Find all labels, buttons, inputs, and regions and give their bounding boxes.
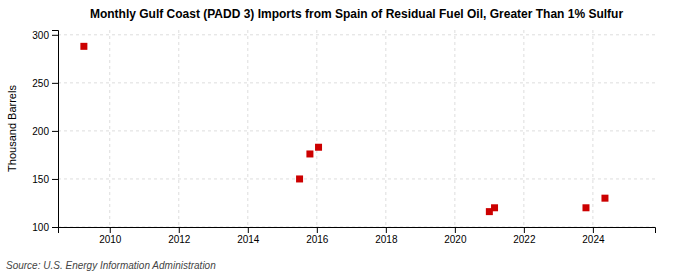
tick-label: 2010 — [99, 234, 122, 245]
grid-line — [178, 30, 179, 227]
source: Source: U.S. Energy Information Administ… — [6, 260, 216, 271]
tick: 300 — [32, 30, 58, 41]
tick-label: 2024 — [582, 234, 605, 245]
title: Monthly Gulf Coast (PADD 3) Imports from… — [90, 7, 623, 21]
grid-line — [109, 30, 110, 227]
grid-line — [58, 178, 655, 179]
tick-label: 2016 — [306, 234, 329, 245]
tick: 2020 — [444, 227, 467, 245]
tick-mark — [386, 227, 387, 233]
tick-mark — [52, 83, 58, 84]
point — [80, 43, 87, 50]
tick-mark — [524, 227, 525, 233]
tick: 150 — [32, 174, 58, 185]
tick-mark — [52, 131, 58, 132]
tick: 2014 — [237, 227, 260, 245]
point — [601, 195, 608, 202]
axis-line — [59, 228, 656, 234]
tick: 2022 — [513, 227, 536, 245]
tick-label: 200 — [32, 126, 49, 137]
tick-label: 2014 — [237, 234, 260, 245]
x-axis: 2010 2012 2014 2016 2018 2020 2022 2024 — [59, 227, 656, 245]
tick: 2018 — [375, 227, 398, 245]
chart: 2010 2012 2014 2016 2018 2020 2022 2024 100 150 20… — [0, 0, 675, 275]
y-axis: 100 150 200 250 300 — [32, 30, 58, 233]
tick-mark — [248, 227, 249, 233]
tick-mark — [317, 227, 318, 233]
point — [582, 204, 589, 211]
grid-line — [58, 130, 655, 131]
tick: 2012 — [168, 227, 191, 245]
grid-line — [523, 30, 524, 227]
point — [306, 150, 313, 157]
tick: 2016 — [306, 227, 329, 245]
tick-mark — [593, 227, 594, 233]
grid-line — [385, 30, 386, 227]
grid-line — [58, 34, 655, 35]
tick-mark — [110, 227, 111, 233]
point — [315, 144, 322, 151]
points — [80, 43, 608, 215]
axis-line — [52, 31, 59, 228]
tick: 2024 — [582, 227, 605, 245]
grid-line — [58, 82, 655, 83]
grid-line — [247, 30, 248, 227]
y-axis-label: Thousand Barrels — [6, 85, 18, 172]
tick-label: 300 — [32, 30, 49, 41]
tick-mark — [52, 35, 58, 36]
tick-label: 250 — [32, 78, 49, 89]
grid — [58, 30, 655, 227]
tick: 2010 — [99, 227, 122, 245]
tick-label: 100 — [32, 222, 49, 233]
grid-line — [454, 30, 455, 227]
plot: 2010 2012 2014 2016 2018 2020 2022 2024 100 150 20… — [32, 30, 655, 246]
point — [491, 204, 498, 211]
tick-label: 2022 — [513, 234, 536, 245]
tick: 200 — [32, 126, 58, 137]
point — [296, 175, 303, 182]
tick-label: 2012 — [168, 234, 191, 245]
tick-mark — [52, 179, 58, 180]
tick-label: 2018 — [375, 234, 398, 245]
tick-mark — [455, 227, 456, 233]
tick-mark — [52, 227, 58, 228]
tick-label: 2020 — [444, 234, 467, 245]
tick-label: 150 — [32, 174, 49, 185]
tick: 100 — [32, 222, 58, 233]
tick: 250 — [32, 78, 58, 89]
grid-line — [592, 30, 593, 227]
tick-mark — [179, 227, 180, 233]
grid-line — [316, 30, 317, 227]
